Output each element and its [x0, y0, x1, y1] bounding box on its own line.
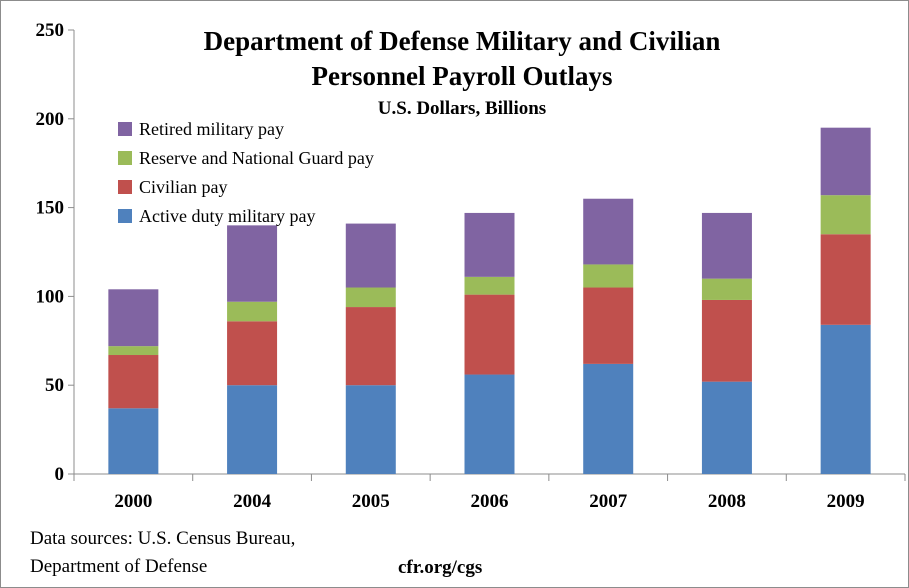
bar-civilian-pay-2007 [583, 287, 634, 364]
bar-civilian-pay-2006 [464, 294, 515, 375]
legend: Retired military pay Reserve and National… [118, 119, 374, 226]
bar-reserve-and-national-guard-pay-2005 [345, 287, 396, 308]
legend-swatch [118, 209, 132, 223]
bar-active-duty-military-pay-2004 [227, 385, 278, 474]
bar-retired-military-pay-2008 [701, 212, 752, 279]
x-tick-label: 2007 [589, 491, 628, 512]
bar-reserve-and-national-guard-pay-2000 [108, 346, 159, 356]
data-source-line1: Data sources: U.S. Census Bureau, [30, 528, 296, 549]
bar-retired-military-pay-2004 [227, 225, 278, 302]
bar-retired-military-pay-2005 [345, 223, 396, 288]
chart-title: Department of Defense Military and Civil… [204, 26, 721, 56]
bar-retired-military-pay-2000 [108, 289, 159, 347]
bar-civilian-pay-2004 [227, 321, 278, 386]
bar-active-duty-military-pay-2008 [701, 381, 752, 474]
bar-active-duty-military-pay-2007 [583, 363, 634, 474]
y-tick-label: 0 [55, 464, 65, 485]
x-tick-label: 2009 [827, 491, 865, 512]
bar-civilian-pay-2005 [345, 307, 396, 386]
x-tick-label: 2000 [114, 491, 152, 512]
bar-reserve-and-national-guard-pay-2007 [583, 264, 634, 288]
bar-reserve-and-national-guard-pay-2008 [701, 278, 752, 300]
legend-swatch [118, 122, 132, 136]
chart-subtitle: U.S. Dollars, Billions [378, 98, 546, 119]
data-source-line2: Department of Defense [30, 556, 208, 577]
legend-label: Civilian pay [139, 177, 228, 197]
bar-active-duty-military-pay-2006 [464, 374, 515, 474]
credit-link[interactable]: cfr.org/cgs [398, 557, 483, 578]
y-tick-label: 200 [36, 109, 65, 130]
bar-civilian-pay-2008 [701, 299, 752, 382]
legend-label: Active duty military pay [139, 206, 315, 226]
x-tick-label: 2008 [708, 491, 746, 512]
y-tick-label: 250 [36, 20, 65, 41]
y-tick-label: 100 [36, 286, 65, 307]
y-tick-label: 50 [45, 375, 64, 396]
x-tick-label: 2004 [233, 491, 272, 512]
bar-reserve-and-national-guard-pay-2004 [227, 301, 278, 322]
axes: 0 50 100 150 200 250 2000 2004 2005 2006 2007 2008 2… [36, 20, 906, 512]
bar-civilian-pay-2009 [820, 234, 871, 325]
bar-retired-military-pay-2009 [820, 127, 871, 196]
bar-active-duty-military-pay-2009 [820, 324, 871, 474]
legend-label: Reserve and National Guard pay [139, 148, 374, 168]
bar-retired-military-pay-2006 [464, 212, 515, 277]
bar-active-duty-military-pay-2000 [108, 408, 159, 474]
bar-active-duty-military-pay-2005 [345, 385, 396, 474]
bar-reserve-and-national-guard-pay-2006 [464, 276, 515, 295]
bar-reserve-and-national-guard-pay-2009 [820, 195, 871, 235]
x-tick-label: 2005 [352, 491, 390, 512]
bar-civilian-pay-2000 [108, 355, 159, 409]
legend-label: Retired military pay [139, 119, 284, 139]
bar-retired-military-pay-2007 [583, 198, 634, 265]
y-tick-label: 150 [36, 198, 65, 219]
chart-title-line2: Personnel Payroll Outlays [312, 61, 613, 91]
legend-swatch [118, 151, 132, 165]
x-tick-label: 2006 [471, 491, 509, 512]
bars [108, 127, 871, 474]
legend-swatch [118, 180, 132, 194]
